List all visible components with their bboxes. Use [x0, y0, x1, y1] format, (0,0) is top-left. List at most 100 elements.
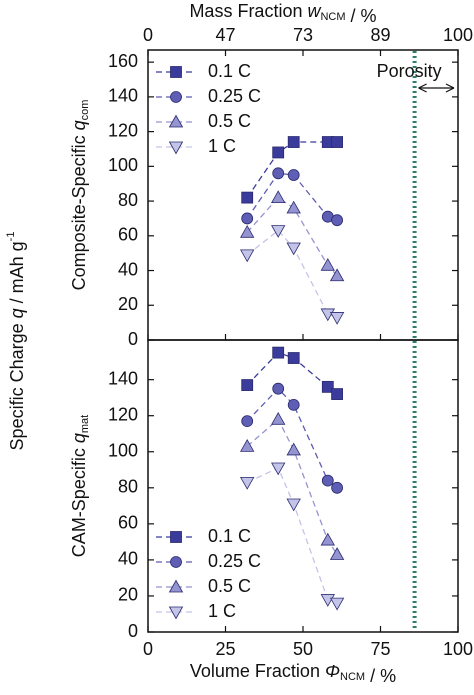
- y-tick-label: 80: [118, 190, 138, 210]
- label-text: Volume Fraction: [190, 661, 325, 681]
- legend-marker: [168, 141, 184, 155]
- data-point: [240, 249, 255, 263]
- data-point: [287, 169, 300, 181]
- y-tick-label: 160: [108, 51, 138, 71]
- x-tick-label: 25: [215, 639, 235, 659]
- data-point: [320, 308, 335, 322]
- legend-label: 0.5 C: [208, 111, 251, 131]
- label-sub: NCM: [340, 671, 365, 683]
- data-point: [241, 379, 254, 391]
- data-point: [271, 190, 286, 204]
- label-unit: / %: [346, 6, 377, 26]
- y-axis-title: CAM-Specific qmat: [69, 415, 91, 557]
- data-point: [331, 136, 344, 148]
- data-point: [287, 352, 300, 364]
- y-tick-label: 60: [118, 225, 138, 245]
- label-var: w: [307, 1, 321, 21]
- data-point: [286, 200, 301, 214]
- legend-marker: [168, 606, 184, 620]
- legend-marker: [170, 556, 182, 568]
- x-tick-label: 50: [293, 639, 313, 659]
- label-unit: / mAh g: [7, 241, 27, 308]
- arrow-head: [418, 83, 455, 93]
- legend-label: 0.5 C: [208, 576, 251, 596]
- y-tick-label: 100: [108, 155, 138, 175]
- y-tick-label: 60: [118, 513, 138, 533]
- legend-marker: [168, 579, 184, 593]
- data-point: [329, 597, 345, 611]
- data-point: [331, 388, 344, 400]
- y-tick-label: 120: [108, 120, 138, 140]
- x2-tick-label: 89: [370, 25, 390, 45]
- plot-frame: [147, 49, 459, 341]
- y-tick-label: 0: [128, 329, 138, 349]
- legend-marker: [170, 66, 182, 78]
- x2-tick-label: 0: [143, 25, 153, 45]
- legend-label: 1 C: [208, 136, 236, 156]
- label-sup: -1: [5, 232, 17, 242]
- label-sub: mat: [79, 415, 91, 433]
- data-point: [241, 415, 254, 428]
- y-tick-label: 40: [118, 549, 138, 569]
- label-text: Composite-Specific: [69, 130, 89, 290]
- legend-label: 1 C: [208, 601, 236, 621]
- data-point: [286, 242, 301, 256]
- legend-marker: [170, 91, 182, 103]
- x2-tick-label: 73: [293, 25, 313, 45]
- data-point: [321, 380, 334, 393]
- data-point: [272, 167, 285, 180]
- data-point: [271, 462, 286, 476]
- x-axis-title: Volume Fraction ΦNCM / %: [190, 661, 396, 686]
- data-point: [286, 498, 301, 512]
- y-tick-label: 100: [108, 441, 138, 461]
- data-point: [271, 411, 286, 425]
- label-var: Φ: [325, 661, 340, 681]
- data-point: [331, 481, 344, 494]
- label-var: q: [7, 308, 27, 318]
- y-tick-label: 140: [108, 86, 138, 106]
- data-point: [329, 312, 345, 325]
- label-text: Mass Fraction: [189, 1, 307, 21]
- data-point: [329, 268, 345, 282]
- series-line: [246, 418, 338, 555]
- data-point: [287, 398, 300, 411]
- data-point: [240, 225, 255, 238]
- x-tick-label: 100: [443, 639, 473, 659]
- data-point: [331, 214, 344, 227]
- legend-label: 0.25 C: [208, 551, 261, 571]
- y-tick-label: 40: [118, 259, 138, 279]
- data-point: [240, 476, 255, 490]
- label-text: CAM-Specific: [69, 443, 89, 557]
- label-sub: NCM: [320, 11, 345, 23]
- data-point: [272, 346, 285, 359]
- data-point: [321, 474, 334, 487]
- x2-tick-label: 100: [443, 25, 473, 45]
- label-sub: com: [79, 100, 91, 121]
- y-tick-label: 0: [128, 621, 138, 641]
- legend-label: 0.1 C: [208, 61, 251, 81]
- legend-marker: [168, 114, 184, 128]
- y-tick-label: 20: [118, 585, 138, 605]
- shared-y-axis-title: Specific Charge q / mAh g-1: [5, 232, 27, 451]
- data-point: [320, 258, 335, 271]
- plot-frame: [147, 339, 459, 633]
- x-tick-label: 0: [143, 639, 153, 659]
- x2-axis-title: Mass Fraction wNCM / %: [189, 1, 376, 26]
- label-text: Specific Charge: [7, 318, 27, 450]
- label-var: q: [69, 433, 89, 443]
- data-point: [320, 532, 335, 546]
- data-point: [287, 136, 300, 148]
- y-tick-label: 20: [118, 294, 138, 314]
- data-point: [286, 442, 301, 456]
- label-var: q: [69, 120, 89, 130]
- annotation: Porosity: [377, 61, 442, 81]
- y-tick-label: 120: [108, 404, 138, 424]
- series-line: [246, 467, 338, 604]
- y-tick-label: 140: [108, 368, 138, 388]
- data-point: [241, 212, 254, 225]
- y-axis-title: Composite-Specific qcom: [69, 100, 91, 291]
- x2-tick-label: 47: [215, 25, 235, 45]
- data-point: [272, 382, 285, 395]
- x-tick-label: 75: [370, 639, 390, 659]
